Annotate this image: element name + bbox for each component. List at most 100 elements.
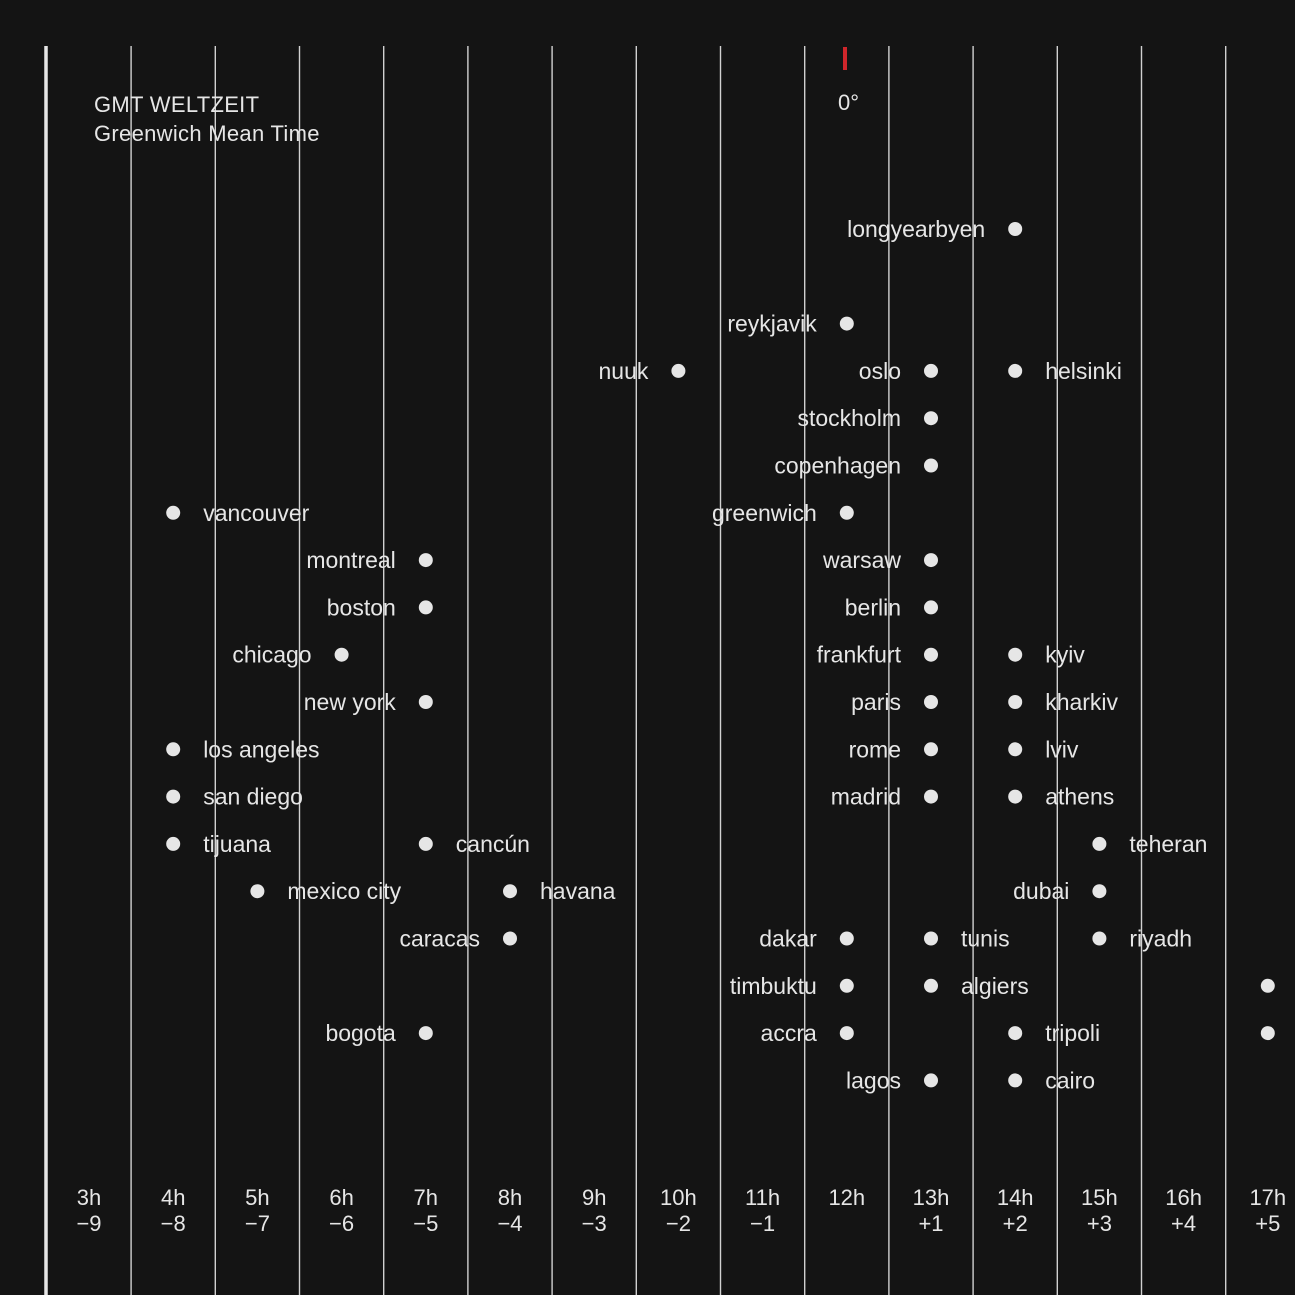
tick-time-label: 13h: [913, 1185, 950, 1210]
city-label: helsinki: [1045, 358, 1122, 384]
chart-title: GMT WELTZEIT: [94, 92, 260, 117]
city-label: greenwich: [712, 500, 817, 526]
city-point: stockholm: [797, 405, 938, 431]
tick-time-label: 16h: [1165, 1185, 1202, 1210]
tick-offset-label: +3: [1087, 1211, 1112, 1236]
city-dot: [924, 647, 938, 662]
x-tick: 14h+2: [997, 1185, 1034, 1236]
tick-offset-label: −9: [76, 1211, 101, 1236]
city-point: tripoli: [1008, 1020, 1100, 1046]
city-label: kyiv: [1045, 642, 1085, 668]
city-point: bogota: [325, 1020, 433, 1046]
city-label: accra: [761, 1020, 817, 1046]
tick-time-label: 17h: [1249, 1185, 1286, 1210]
city-point: berlin: [845, 594, 938, 620]
tick-offset-label: −4: [497, 1211, 522, 1236]
x-tick: 12h: [828, 1185, 865, 1210]
city-label: havana: [540, 878, 616, 904]
x-tick: 16h+4: [1165, 1185, 1202, 1236]
city-label: tijuana: [203, 831, 271, 857]
city-point: oslo: [859, 358, 938, 384]
city-label: oslo: [859, 358, 901, 384]
city-point: lviv: [1008, 736, 1079, 762]
city-point: reykjavik: [727, 311, 854, 337]
city-point: madrid: [831, 784, 938, 810]
city-dot: [924, 931, 938, 946]
city-point: warsaw: [822, 547, 938, 573]
tick-offset-label: −5: [413, 1211, 438, 1236]
city-label: stockholm: [797, 405, 901, 431]
city-label: dakar: [759, 926, 817, 952]
city-label: madrid: [831, 784, 901, 810]
tick-time-label: 10h: [660, 1185, 697, 1210]
city-point: paris: [851, 689, 938, 715]
meridian-marker: [843, 47, 847, 70]
city-label: tunis: [961, 926, 1010, 952]
tick-offset-label: −1: [750, 1211, 775, 1236]
city-point: longyearbyen: [847, 216, 1023, 242]
x-tick: 11h−1: [745, 1185, 780, 1236]
city-dot: [418, 600, 433, 615]
city-label: bogota: [325, 1020, 396, 1046]
city-point: kharkiv: [1008, 689, 1119, 715]
city-label: lagos: [846, 1067, 901, 1093]
tick-offset-label: −6: [329, 1211, 354, 1236]
city-point: los angeles: [166, 736, 320, 762]
city-dot: [924, 458, 938, 473]
x-tick: 3h−9: [76, 1185, 101, 1236]
tick-offset-label: −2: [666, 1211, 691, 1236]
x-tick: 15h+3: [1081, 1185, 1118, 1236]
city-label: dubai: [1013, 878, 1069, 904]
x-tick: 6h−6: [329, 1185, 354, 1236]
city-dot: [671, 363, 686, 378]
city-dot: [924, 1073, 938, 1088]
city-label: timbuktu: [730, 973, 817, 999]
city-dot: [418, 695, 433, 709]
city-point: montreal: [306, 547, 433, 573]
city-point: dakar: [759, 926, 854, 952]
city-dot: [924, 789, 938, 804]
tick-offset-label: +1: [918, 1211, 943, 1236]
city-label: mexico city: [287, 878, 401, 904]
tick-offset-label: −7: [245, 1211, 270, 1236]
city-label: chicago: [232, 642, 311, 668]
city-dot: [1260, 978, 1275, 993]
city-label: boston: [327, 594, 396, 620]
city-label: frankfurt: [817, 642, 902, 668]
city-dot: [1008, 742, 1023, 757]
x-tick: 17h+5: [1249, 1185, 1286, 1236]
city-label: los angeles: [203, 736, 319, 762]
city-point: rome: [849, 736, 938, 762]
tick-offset-label: +5: [1255, 1211, 1280, 1236]
city-point: greenwich: [712, 500, 854, 526]
city-label: longyearbyen: [847, 216, 985, 242]
city-point: tijuana: [166, 831, 271, 857]
tick-offset-label: −3: [582, 1211, 607, 1236]
x-tick: 10h−2: [660, 1185, 697, 1236]
city-dot: [1260, 1026, 1275, 1041]
title-block: GMT WELTZEIT Greenwich Mean Time: [94, 90, 320, 148]
city-label: san diego: [203, 784, 303, 810]
city-dot: [1008, 1026, 1023, 1041]
city-label: new york: [304, 689, 397, 715]
city-dot: [924, 695, 938, 709]
city-dot: [166, 789, 181, 804]
city-dot: [418, 553, 433, 568]
city-point: vancouver: [166, 500, 310, 526]
tick-time-label: 6h: [329, 1185, 353, 1210]
tick-time-label: 14h: [997, 1185, 1034, 1210]
chart-subtitle: Greenwich Mean Time: [94, 121, 320, 146]
tick-time-label: 12h: [828, 1185, 865, 1210]
tick-time-label: 3h: [77, 1185, 101, 1210]
city-dot: [839, 978, 854, 993]
x-tick: 7h−5: [413, 1185, 438, 1236]
city-label: lviv: [1045, 736, 1079, 762]
city-dot: [839, 1026, 854, 1041]
city-dot: [418, 1026, 433, 1041]
city-point: tunis: [924, 926, 1010, 952]
city-dot: [1008, 1073, 1023, 1088]
city-label: rome: [849, 736, 901, 762]
city-point: new york: [304, 689, 433, 715]
city-point: dubai: [1013, 878, 1107, 904]
